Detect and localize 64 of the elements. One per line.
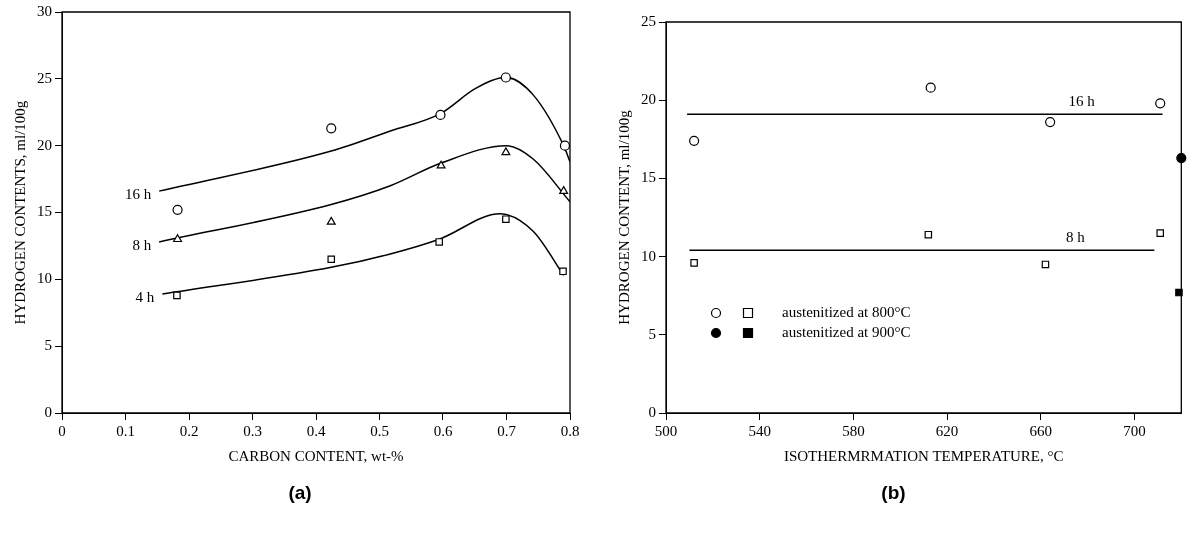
x-tick-label: 0.3 (243, 422, 262, 439)
series-label: 16 h (1068, 93, 1096, 110)
x-tick-label: 0.8 (560, 422, 580, 439)
y-tick-label: 5 (648, 325, 656, 342)
point (502, 215, 510, 223)
y-tick-label: 20 (641, 91, 656, 108)
point (559, 140, 571, 151)
text: (b) (880, 482, 907, 504)
y-tick-label: 15 (641, 169, 656, 186)
text: (a) (287, 482, 313, 504)
point (1156, 229, 1164, 237)
point (173, 234, 183, 243)
point (1176, 152, 1187, 164)
x-tick-label: 580 (842, 422, 865, 439)
point (559, 186, 569, 194)
series-label: 16 h (124, 186, 152, 203)
point (435, 238, 443, 246)
x-tick-label: 0.6 (433, 422, 453, 439)
point (689, 135, 700, 146)
x-tick-label: 660 (1029, 422, 1053, 439)
x-tick-label: 540 (748, 422, 771, 439)
point (326, 123, 337, 134)
point (435, 109, 446, 121)
x-tick-label: 620 (935, 422, 959, 439)
point (327, 255, 336, 264)
point (690, 259, 698, 267)
point (1045, 117, 1056, 128)
point (924, 230, 933, 239)
y-tick-label: 25 (37, 69, 52, 86)
point (925, 82, 936, 93)
y-tick-label: 25 (641, 12, 656, 29)
x-tick-label: 0.4 (306, 422, 326, 439)
point (501, 147, 511, 156)
x-tick-label: 0.1 (116, 422, 135, 439)
y-tick-label: 5 (44, 337, 52, 354)
y-axis-title: HYDROGEN CONTENT, ml/100g (615, 109, 632, 325)
x-tick-label: 0.7 (497, 422, 517, 439)
y-tick-label: 0 (648, 403, 656, 420)
series-label: 8 h (1065, 229, 1086, 246)
legend-label: austenitized at 800°C (782, 303, 911, 320)
y-tick-label: 10 (641, 247, 656, 264)
point (172, 204, 183, 215)
point (1155, 98, 1166, 109)
x-tick-label: 0.5 (370, 422, 389, 439)
y-tick-label: 0 (44, 403, 52, 420)
y-tick-label: 10 (37, 270, 52, 287)
x-tick-label: 500 (654, 422, 678, 439)
y-tick-label: 30 (37, 2, 52, 19)
x-axis-title: CARBON CONTENT, wt-% (228, 447, 404, 464)
y-tick-label: 15 (37, 203, 52, 220)
y-axis-title: HYDROGEN CONTENTS, ml/100g (11, 100, 28, 325)
series-label: 8 h (132, 236, 152, 253)
point (326, 216, 336, 225)
x-tick-label: 0 (58, 422, 66, 439)
point (559, 267, 567, 276)
point (173, 291, 181, 300)
point (500, 72, 511, 83)
y-tick-label: 20 (37, 136, 52, 153)
x-tick-label: 700 (1123, 422, 1146, 439)
x-tick-label: 0.2 (179, 422, 199, 439)
x-axis-title: ISOTHERMRMATION TEMPERATURE, °C (783, 447, 1064, 464)
series-label: 4 h (135, 288, 155, 305)
legend-label: austenitized at 900°C (782, 323, 911, 340)
point (436, 160, 446, 169)
